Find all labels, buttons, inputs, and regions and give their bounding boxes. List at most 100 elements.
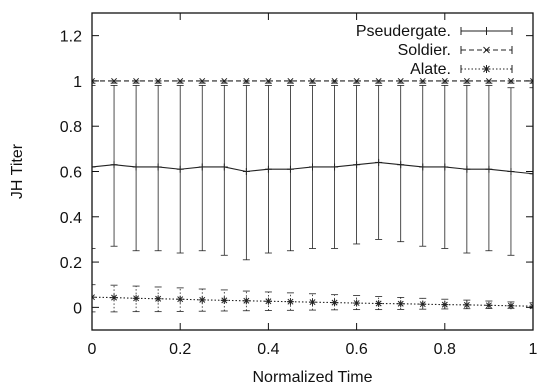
data-point xyxy=(441,77,448,84)
data-point xyxy=(110,294,118,302)
x-tick-label: 0.8 xyxy=(434,341,456,358)
data-point xyxy=(198,163,206,171)
data-point xyxy=(530,77,533,84)
marker-stroke xyxy=(353,300,360,307)
y-tick-label: 0.8 xyxy=(60,119,82,136)
data-point xyxy=(507,168,515,175)
data-point xyxy=(242,297,250,305)
data-point xyxy=(221,77,228,84)
marker-stroke xyxy=(265,77,272,84)
legend-marker xyxy=(482,65,491,73)
marker-stroke xyxy=(483,65,490,73)
marker-stroke xyxy=(331,77,338,84)
marker-stroke xyxy=(441,77,448,84)
legend: Pseudergate. Soldier. Alate. xyxy=(356,23,513,78)
marker-stroke xyxy=(483,46,490,54)
x-axis-label: Normalized Time xyxy=(252,369,372,385)
data-point xyxy=(132,163,140,171)
data-point xyxy=(220,296,228,304)
data-point xyxy=(155,77,162,84)
marker-stroke xyxy=(507,77,514,84)
data-point xyxy=(529,302,533,310)
data-point xyxy=(375,158,383,166)
marker-stroke xyxy=(463,301,470,308)
marker-stroke xyxy=(485,77,492,84)
marker-stroke xyxy=(397,77,404,84)
data-point xyxy=(92,293,96,301)
x-tick-label: 0.6 xyxy=(345,341,367,358)
data-point xyxy=(397,77,404,84)
data-point xyxy=(111,77,118,84)
marker-stroke xyxy=(375,300,382,307)
series-pseudergate xyxy=(92,85,533,263)
data-point xyxy=(353,299,361,307)
marker-stroke xyxy=(92,296,95,301)
marker-stroke xyxy=(419,301,426,308)
data-point xyxy=(419,163,427,171)
data-point xyxy=(154,295,162,303)
data-point xyxy=(133,77,140,84)
marker-stroke xyxy=(309,299,316,306)
data-point xyxy=(265,77,272,84)
marker-stroke xyxy=(530,305,533,310)
marker-stroke xyxy=(530,77,533,82)
marker-stroke xyxy=(507,302,514,309)
marker-stroke xyxy=(199,77,206,84)
marker-stroke xyxy=(397,300,404,307)
y-tick-label: 0.2 xyxy=(60,255,82,272)
data-point xyxy=(176,295,184,303)
data-point xyxy=(309,163,316,171)
y-tick-label: 0 xyxy=(73,300,82,317)
data-point xyxy=(92,77,95,84)
y-axis-label: JH Titer xyxy=(9,143,26,199)
data-point xyxy=(507,77,514,84)
data-point xyxy=(243,77,250,84)
data-point xyxy=(441,301,449,309)
marker-stroke xyxy=(419,77,426,84)
data-point xyxy=(397,161,405,169)
data-point xyxy=(220,163,228,171)
data-point xyxy=(331,77,338,84)
plot-body xyxy=(92,77,533,313)
data-point xyxy=(287,77,294,84)
marker-stroke xyxy=(155,77,162,84)
marker-stroke xyxy=(243,297,250,304)
marker-stroke xyxy=(199,296,206,303)
data-point xyxy=(110,161,118,169)
data-point xyxy=(419,300,427,308)
data-point xyxy=(441,163,449,171)
marker-stroke xyxy=(485,302,492,309)
x-tick-label: 0 xyxy=(88,341,97,358)
marker-stroke xyxy=(463,77,470,84)
data-point xyxy=(529,170,533,178)
data-point xyxy=(485,77,492,84)
legend-label: Pseudergate. xyxy=(356,23,451,40)
data-point xyxy=(286,298,294,306)
marker-stroke xyxy=(92,80,95,84)
marker-stroke xyxy=(287,298,294,305)
legend-label: Soldier. xyxy=(398,42,451,59)
data-point xyxy=(463,77,470,84)
marker-stroke xyxy=(530,80,533,84)
data-point xyxy=(264,165,272,173)
y-tick-label: 1.2 xyxy=(60,29,82,46)
data-point xyxy=(419,77,426,84)
axis-ticks: 0 0.2 0.4 0.6 0.8 1 0 0.2 0.4 0.6 0.8 1 1.2 xyxy=(60,13,538,358)
data-point xyxy=(242,168,250,175)
data-point xyxy=(154,163,162,171)
data-point xyxy=(198,296,206,304)
data-point xyxy=(177,77,184,84)
data-point xyxy=(463,301,471,309)
legend-marker xyxy=(483,46,490,54)
y-tick-label: 1 xyxy=(73,74,82,91)
data-point xyxy=(353,77,360,84)
data-point xyxy=(375,300,383,308)
data-point xyxy=(199,77,206,84)
marker-stroke xyxy=(353,77,360,84)
marker-stroke xyxy=(221,77,228,84)
marker-stroke xyxy=(530,303,533,307)
marker-stroke xyxy=(133,77,140,84)
y-tick-label: 0.6 xyxy=(60,165,82,182)
marker-stroke xyxy=(155,295,162,302)
x-tick-label: 0.4 xyxy=(257,341,279,358)
